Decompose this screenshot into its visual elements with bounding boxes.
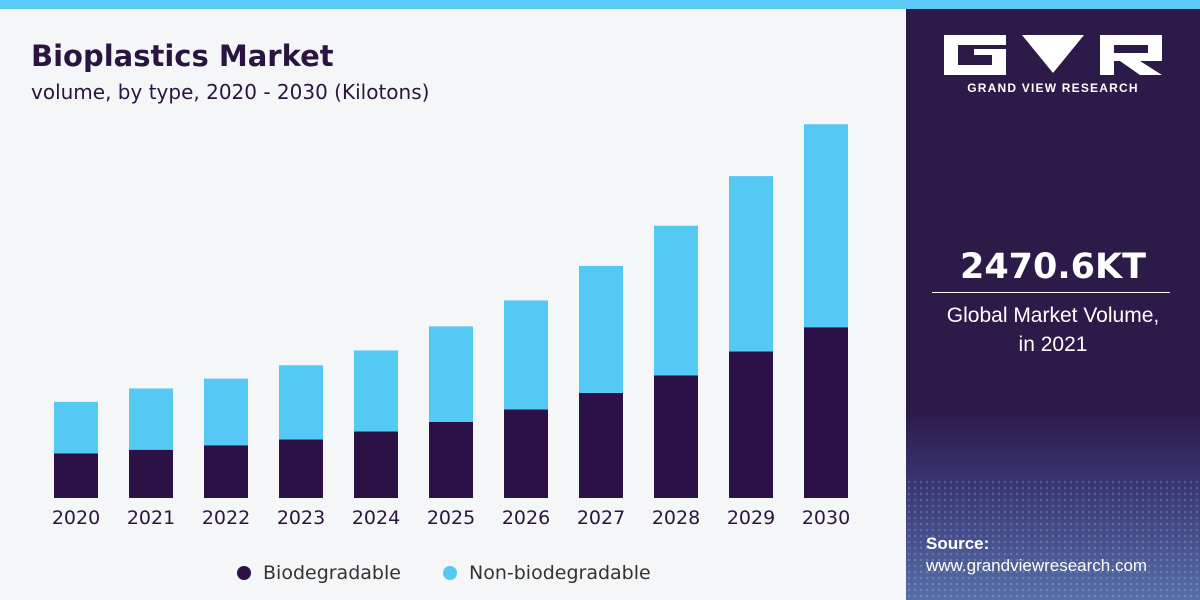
bar-biodegradable-2022 [204, 445, 248, 498]
bar-biodegradable-2030 [804, 327, 848, 498]
bar-non-biodegradable-2029 [729, 176, 773, 352]
caption-line-1: Global Market Volume, [946, 304, 1160, 327]
chart-panel: Bioplastics Market volume, by type, 2020… [0, 9, 906, 600]
value-divider [932, 292, 1170, 293]
bar-biodegradable-2024 [354, 431, 398, 498]
legend-swatch-biodegradable [237, 566, 251, 580]
legend-item-non-biodegradable: Non-biodegradable [443, 562, 651, 584]
top-accent-strip [0, 0, 1200, 9]
bar-non-biodegradable-2020 [54, 401, 98, 454]
bar-non-biodegradable-2027 [579, 265, 623, 393]
bar-biodegradable-2028 [654, 375, 698, 498]
caption-line-2: in 2021 [1018, 333, 1088, 356]
bar-non-biodegradable-2022 [204, 378, 248, 446]
chart-title: Bioplastics Market [31, 39, 334, 73]
bar-non-biodegradable-2030 [804, 124, 848, 328]
stacked-bar-chart: 2020 2021 2022 2023 2024 2025 2026 2027 2028 2029… [52, 124, 850, 529]
side-panel-gradient [906, 409, 1200, 600]
x-tick-label-2025: 2025 [427, 507, 475, 529]
bar-non-biodegradable-2021 [129, 388, 173, 450]
x-tick-label-2022: 2022 [202, 507, 250, 529]
x-tick-label-2026: 2026 [502, 507, 550, 529]
legend-swatch-non-biodegradable [443, 566, 457, 580]
bar-non-biodegradable-2024 [354, 350, 398, 432]
brand-name: GRAND VIEW RESEARCH [967, 81, 1139, 95]
bar-biodegradable-2027 [579, 392, 623, 498]
x-tick-label-2030: 2030 [802, 507, 850, 529]
bar-non-biodegradable-2023 [279, 365, 323, 440]
grand-view-research-logo: GRAND VIEW RESEARCH [944, 35, 1162, 105]
bar-biodegradable-2025 [429, 422, 473, 498]
source-label: Source: [926, 534, 990, 553]
legend-label-non-biodegradable: Non-biodegradable [469, 562, 651, 584]
x-tick-label-2020: 2020 [52, 507, 100, 529]
legend-label-biodegradable: Biodegradable [263, 562, 401, 584]
bar-non-biodegradable-2028 [654, 225, 698, 376]
side-panel-dot-pattern [906, 479, 1200, 600]
x-tick-label-2028: 2028 [652, 507, 700, 529]
market-volume-caption: Global Market Volume, in 2021 [906, 301, 1200, 359]
x-tick-label-2023: 2023 [277, 507, 325, 529]
x-tick-label-2029: 2029 [727, 507, 775, 529]
bar-biodegradable-2023 [279, 439, 323, 498]
source-url: www.grandviewresearch.com [926, 556, 1148, 575]
bar-biodegradable-2029 [729, 351, 773, 498]
chart-subtitle: volume, by type, 2020 - 2030 (Kilotons) [31, 80, 430, 104]
bar-biodegradable-2020 [54, 453, 98, 498]
bar-non-biodegradable-2026 [504, 300, 548, 410]
legend-item-biodegradable: Biodegradable [237, 562, 401, 584]
bar-biodegradable-2026 [504, 409, 548, 498]
chart-legend: Biodegradable Non-biodegradable [0, 562, 906, 590]
x-tick-label-2024: 2024 [352, 507, 400, 529]
gvr-logo-mark-icon [944, 35, 1162, 75]
bar-non-biodegradable-2025 [429, 326, 473, 422]
x-tick-label-2027: 2027 [577, 507, 625, 529]
x-tick-label-2021: 2021 [127, 507, 175, 529]
market-volume-value: 2470.6KT [959, 247, 1147, 287]
info-side-panel: GRAND VIEW RESEARCH 2470.6KT Global Mark… [906, 9, 1200, 600]
bar-biodegradable-2021 [129, 449, 173, 498]
